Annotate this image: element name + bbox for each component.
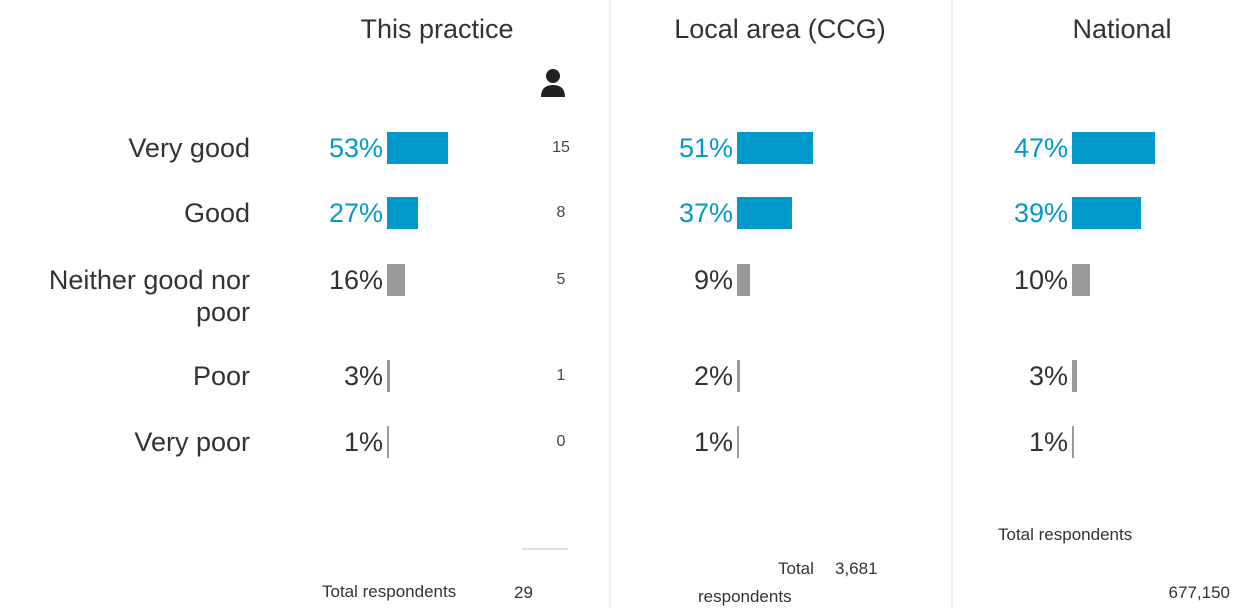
percent-label: 16% xyxy=(328,265,383,295)
bar xyxy=(737,264,751,296)
person-icon xyxy=(541,69,565,97)
percent-label: 51% xyxy=(678,133,733,163)
total-rule xyxy=(522,548,568,550)
percent-label: 1% xyxy=(343,427,383,457)
percent-label: 3% xyxy=(343,361,383,391)
column-title: National xyxy=(1072,14,1172,44)
count: 15 xyxy=(552,139,570,156)
bar xyxy=(737,426,739,458)
total-label: Total respondents xyxy=(998,525,1133,544)
bar xyxy=(387,360,391,392)
count: 8 xyxy=(556,204,566,221)
bar xyxy=(387,426,389,458)
total-value: 29 xyxy=(514,583,533,602)
row-label: Poor xyxy=(192,361,250,391)
percent-label: 53% xyxy=(328,133,383,163)
percent-label: 47% xyxy=(1013,133,1068,163)
divider xyxy=(951,0,953,608)
bar xyxy=(1072,360,1078,392)
percent-label: 39% xyxy=(1013,198,1068,228)
count: 1 xyxy=(556,367,566,384)
percent-label: 9% xyxy=(693,265,733,295)
percent-label: 1% xyxy=(1028,427,1068,457)
bar xyxy=(1072,426,1074,458)
row-label: Good xyxy=(183,198,250,228)
bar xyxy=(1072,197,1142,229)
bar xyxy=(737,197,793,229)
percent-label: 3% xyxy=(1028,361,1068,391)
bar xyxy=(737,360,740,392)
percent-label: 1% xyxy=(693,427,733,457)
bar xyxy=(387,197,419,229)
percent-label: 27% xyxy=(328,198,383,228)
bar xyxy=(1072,264,1090,296)
column-title: This practice xyxy=(360,14,514,44)
total-value: 677,150 xyxy=(1168,583,1230,602)
count: 5 xyxy=(556,271,566,288)
bar xyxy=(387,264,406,296)
column-title: Local area (CCG) xyxy=(674,14,886,44)
bar xyxy=(737,132,813,164)
count: 0 xyxy=(556,433,566,450)
total-label: Total respondents xyxy=(698,559,814,606)
divider xyxy=(609,0,611,608)
total-label: Total respondents xyxy=(322,582,457,601)
percent-label: 37% xyxy=(678,198,733,228)
bar xyxy=(387,132,448,164)
row-label: Very good xyxy=(128,133,250,163)
bar xyxy=(1072,132,1156,164)
row-label: Neither good nor poor xyxy=(48,265,250,327)
total-value: 3,681 xyxy=(835,559,878,578)
row-label: Very poor xyxy=(134,427,250,457)
percent-label: 10% xyxy=(1013,265,1068,295)
percent-label: 2% xyxy=(693,361,733,391)
